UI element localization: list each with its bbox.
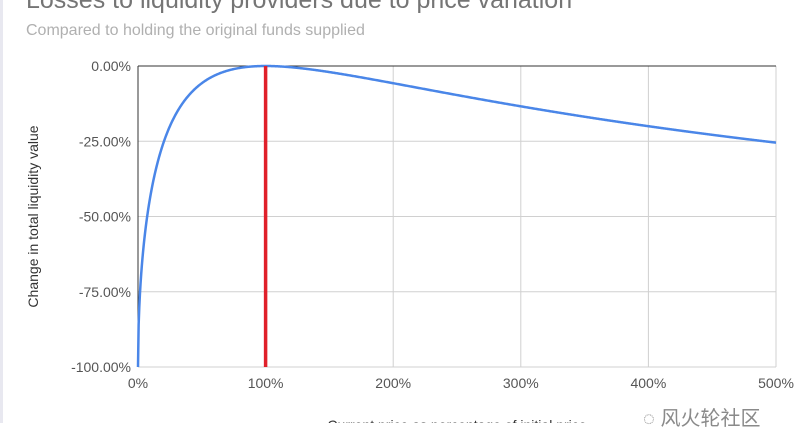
y-tick-label: -100.00% bbox=[71, 359, 131, 375]
y-tick-label: -75.00% bbox=[79, 284, 131, 300]
watermark-text: 风火轮社区 bbox=[660, 408, 761, 430]
series-line bbox=[136, 64, 777, 368]
x-axis-label: Current price as percentage of initial p… bbox=[327, 417, 586, 423]
watermark: ◌ 风火轮社区 bbox=[643, 402, 760, 431]
y-axis-label: Change in total liquidity value bbox=[25, 125, 41, 307]
x-tick-label: 300% bbox=[503, 375, 539, 391]
y-tick-label: -25.00% bbox=[79, 133, 131, 149]
left-edge bbox=[0, 0, 3, 423]
x-tick-label: 200% bbox=[375, 375, 411, 391]
chart-title: Losses to liquidity providers due to pri… bbox=[26, 0, 573, 14]
y-tick-label: 0.00% bbox=[91, 58, 131, 74]
chart-subtitle: Compared to holding the original funds s… bbox=[26, 22, 365, 39]
x-tick-label: 100% bbox=[248, 375, 284, 391]
x-tick-label: 400% bbox=[630, 375, 666, 391]
x-tick-label: 0% bbox=[128, 375, 148, 391]
y-tick-label: -50.00% bbox=[79, 209, 131, 225]
watermark-logo-icon: ◌ bbox=[643, 408, 661, 430]
x-tick-label: 500% bbox=[758, 375, 794, 391]
